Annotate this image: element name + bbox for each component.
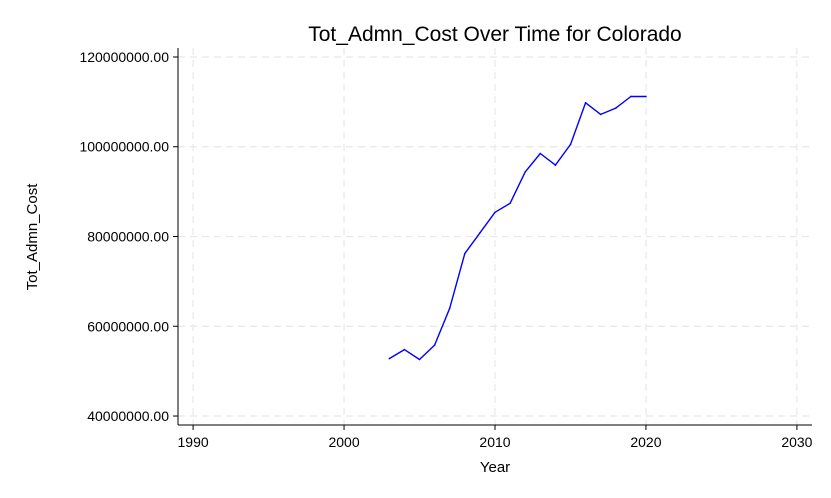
data-point xyxy=(524,171,526,173)
y-axis-title: Tot_Admn_Cost xyxy=(24,183,41,291)
data-point xyxy=(539,152,542,155)
data-point xyxy=(403,348,406,351)
y-tick-label: 40000000.00 xyxy=(87,408,169,424)
x-axis-title: Year xyxy=(480,459,510,476)
data-point xyxy=(433,344,436,346)
data-point xyxy=(630,95,632,98)
x-tick-label: 2030 xyxy=(781,434,812,450)
x-tick-label: 2010 xyxy=(479,434,510,450)
data-point xyxy=(599,113,602,116)
y-tick-label: 80000000.00 xyxy=(87,229,169,245)
data-point xyxy=(448,307,451,310)
series-line xyxy=(388,95,646,361)
data-point xyxy=(418,358,421,361)
data-point xyxy=(645,95,647,98)
data-point xyxy=(584,101,587,104)
data-point xyxy=(554,164,557,166)
y-axis-ticks: 40000000.00 60000000.00 80000000.00 1000000… xyxy=(79,49,178,424)
data-point xyxy=(614,107,617,109)
chart-title: Tot_Admn_Cost Over Time for Colorado xyxy=(308,23,682,46)
data-point xyxy=(569,143,572,146)
y-tick-label: 120000000.00 xyxy=(79,49,169,65)
data-point xyxy=(464,252,466,255)
data-point xyxy=(494,211,496,214)
series-group xyxy=(388,95,647,361)
y-tick-label: 100000000.00 xyxy=(79,139,169,155)
x-axis-ticks: 1990 2000 2010 2020 2030 xyxy=(178,425,813,450)
x-tick-label: 2020 xyxy=(630,434,661,450)
x-tick-label: 1990 xyxy=(178,434,209,450)
data-point xyxy=(509,202,511,205)
x-tick-label: 2000 xyxy=(328,434,359,450)
y-tick-label: 60000000.00 xyxy=(87,318,169,334)
data-point xyxy=(479,232,481,234)
grid-lines xyxy=(178,48,812,425)
data-point xyxy=(388,357,391,360)
